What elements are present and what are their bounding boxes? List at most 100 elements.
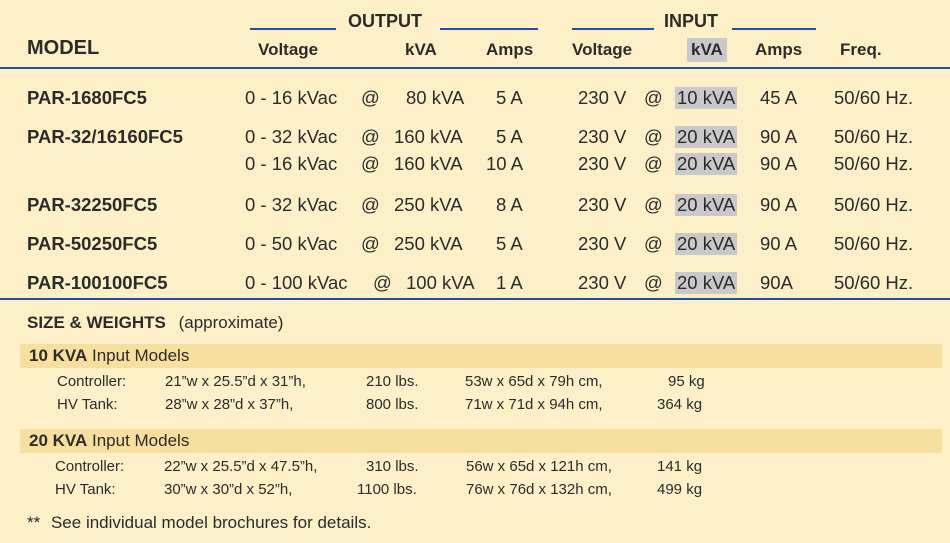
- col-in-voltage: Voltage: [572, 40, 633, 59]
- output-group-label: OUTPUT: [348, 11, 422, 31]
- freq: 50/60 Hz.: [834, 194, 914, 215]
- at-sign: @: [644, 272, 663, 293]
- size-group-label-rest: Input Models: [87, 431, 190, 450]
- at-sign: @: [361, 126, 380, 147]
- out-voltage: 0 - 50 kVac: [245, 233, 338, 254]
- out-voltage: 0 - 100 kVac: [245, 272, 348, 293]
- freq: 50/60 Hz.: [834, 272, 914, 293]
- out-voltage: 0 - 16 kVac: [245, 153, 338, 174]
- in-kva: 20 kVA: [675, 272, 738, 294]
- out-voltage: 0 - 32 kVac: [245, 126, 338, 147]
- in-kva: 10 kVA: [675, 87, 738, 109]
- in-voltage: 230 V: [578, 272, 627, 293]
- footnote-mark: **: [27, 513, 41, 532]
- out-voltage: 0 - 32 kVac: [245, 194, 338, 215]
- out-kva: 250 kVA: [394, 194, 463, 215]
- metric-dims: 53w x 65d x 79h cm,: [465, 373, 603, 390]
- group-band: [20, 429, 942, 453]
- in-voltage: 230 V: [578, 126, 627, 147]
- sizes-title: SIZE & WEIGHTS: [27, 313, 166, 332]
- input-rule-left: [572, 28, 654, 30]
- out-kva: 100 kVA: [406, 272, 475, 293]
- imperial-dims: 21”w x 25.5”d x 31”h,: [165, 373, 306, 390]
- in-amps: 90 A: [760, 194, 798, 215]
- out-amps: 5 A: [496, 126, 523, 147]
- weight-lbs: 210 lbs.: [366, 373, 419, 390]
- output-rule-left: [250, 28, 336, 30]
- metric-dims: 76w x 76d x 132h cm,: [466, 481, 612, 498]
- at-sign: @: [644, 87, 663, 108]
- model-column-header: MODEL: [27, 37, 100, 59]
- metric-dims: 71w x 71d x 94h cm,: [465, 396, 603, 413]
- item-name: HV Tank:: [55, 481, 116, 498]
- size-group-label-bold: 10 KVA: [29, 346, 88, 365]
- sizes-heading: SIZE & WEIGHTS (approximate): [27, 313, 283, 333]
- out-amps: 5 A: [496, 87, 523, 108]
- imperial-dims: 28”w x 28”d x 37”h,: [165, 396, 294, 413]
- at-sign: @: [644, 126, 663, 147]
- in-amps: 90A: [760, 272, 793, 293]
- at-sign: @: [361, 153, 380, 174]
- model-name: PAR-100100FC5: [27, 272, 168, 293]
- at-sign: @: [644, 233, 663, 254]
- out-amps: 10 A: [486, 153, 524, 174]
- in-kva: 20 kVA: [675, 194, 738, 216]
- col-freq: Freq.: [840, 40, 882, 59]
- in-voltage: 230 V: [578, 153, 627, 174]
- footnote: ** See individual model brochures for de…: [27, 513, 371, 533]
- footnote-text: See individual model brochures for detai…: [50, 513, 372, 532]
- at-sign: @: [361, 87, 380, 108]
- in-voltage: 230 V: [578, 87, 627, 108]
- col-out-voltage: Voltage: [258, 40, 319, 59]
- weight-kg: 141 kg: [657, 458, 703, 475]
- input-rule-right: [732, 28, 816, 30]
- in-kva: 20 kVA: [675, 233, 738, 255]
- out-amps: 8 A: [496, 194, 523, 215]
- out-voltage: 0 - 16 kVac: [245, 87, 338, 108]
- item-name: Controller:: [57, 373, 127, 390]
- out-amps: 5 A: [496, 233, 523, 254]
- col-in-kva: kVA: [687, 38, 727, 62]
- weight-lbs: 800 lbs.: [366, 396, 419, 413]
- size-group-label: 10 KVA Input Models: [29, 346, 189, 366]
- col-in-amps: Amps: [755, 40, 803, 59]
- at-sign: @: [373, 272, 392, 293]
- imperial-dims: 30”w x 30”d x 52”h,: [164, 481, 293, 498]
- at-sign: @: [644, 194, 663, 215]
- group-band: [20, 344, 942, 368]
- col-out-kva: kVA: [405, 40, 437, 59]
- freq: 50/60 Hz.: [834, 233, 914, 254]
- out-kva: 250 kVA: [394, 233, 463, 254]
- sizes-note: (approximate): [178, 313, 284, 332]
- metric-dims: 56w x 65d x 121h cm,: [466, 458, 612, 475]
- in-voltage: 230 V: [578, 194, 627, 215]
- item-name: HV Tank:: [57, 396, 118, 413]
- imperial-dims: 22”w x 25.5”d x 47.5”h,: [164, 458, 318, 475]
- freq: 50/60 Hz.: [834, 126, 914, 147]
- weight-lbs: 1100 lbs.: [357, 481, 417, 498]
- section-divider: [0, 298, 950, 300]
- out-kva: 160 kVA: [394, 153, 463, 174]
- at-sign: @: [361, 233, 380, 254]
- size-group-label: 20 KVA Input Models: [29, 431, 189, 451]
- in-voltage: 230 V: [578, 233, 627, 254]
- output-rule-right: [440, 28, 538, 30]
- weight-kg: 364 kg: [657, 396, 703, 413]
- size-group-label-rest: Input Models: [87, 346, 190, 365]
- model-name: PAR-32250FC5: [27, 194, 158, 215]
- out-kva: 160 kVA: [394, 126, 463, 147]
- out-kva: 80 kVA: [406, 87, 465, 108]
- model-name: PAR-32/16160FC5: [27, 126, 183, 147]
- in-kva: 20 kVA: [675, 153, 738, 175]
- at-sign: @: [644, 153, 663, 174]
- in-amps: 90 A: [760, 153, 798, 174]
- weight-lbs: 310 lbs.: [366, 458, 419, 475]
- in-amps: 90 A: [760, 233, 798, 254]
- freq: 50/60 Hz.: [834, 87, 914, 108]
- col-out-amps: Amps: [486, 40, 534, 59]
- weight-kg: 95 kg: [668, 373, 705, 390]
- size-group-label-bold: 20 KVA: [29, 431, 88, 450]
- weight-kg: 499 kg: [657, 481, 703, 498]
- model-name: PAR-1680FC5: [27, 87, 147, 108]
- in-amps: 45 A: [760, 87, 798, 108]
